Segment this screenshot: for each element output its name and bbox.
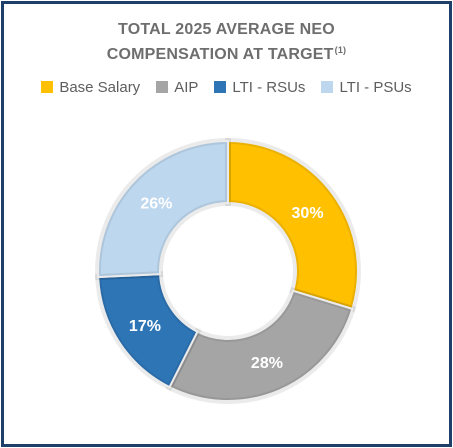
legend-label: LTI - RSUs	[232, 78, 306, 96]
legend-swatch	[41, 81, 54, 93]
data-label-base-salary: 30%	[292, 205, 324, 222]
legend-item-lti-rsus: LTI - RSUs	[214, 79, 305, 96]
legend-swatch	[214, 81, 227, 93]
legend-swatch	[156, 81, 169, 93]
chart-legend: Base Salary AIP LTI - RSUs LTI - PSUs	[4, 76, 449, 98]
legend-item-base-salary: Base Salary	[41, 79, 140, 96]
footnote-marker: (1)	[334, 45, 347, 55]
legend-swatch	[321, 81, 334, 93]
donut-slice-shade	[95, 137, 231, 281]
donut-slice-shade	[165, 287, 357, 404]
legend-label: Base Salary	[59, 78, 141, 96]
data-label-lti-rsus: 17%	[129, 318, 161, 335]
legend-item-aip: AIP	[156, 79, 198, 96]
donut-chart: 30% 28% 17% 26%	[95, 137, 361, 404]
data-label-aip: 28%	[251, 355, 283, 372]
chart-title: TOTAL 2025 AVERAGE NEO COMPENSATION AT T…	[4, 20, 449, 65]
donut-slice-aip	[168, 289, 354, 402]
legend-item-lti-psus: LTI - PSUs	[321, 78, 412, 96]
legend-label: AIP	[174, 78, 199, 96]
data-label-lti-psus: 26%	[140, 196, 172, 213]
chart-title-line2: COMPENSATION AT TARGET	[106, 46, 334, 63]
donut-slice-shade	[225, 137, 361, 313]
chart-title-line1: TOTAL 2025 AVERAGE NEO	[118, 21, 335, 38]
donut-slice-lti-psus	[97, 139, 229, 279]
donut-slice-base-salary	[227, 139, 359, 311]
legend-label: LTI - PSUs	[339, 78, 412, 96]
